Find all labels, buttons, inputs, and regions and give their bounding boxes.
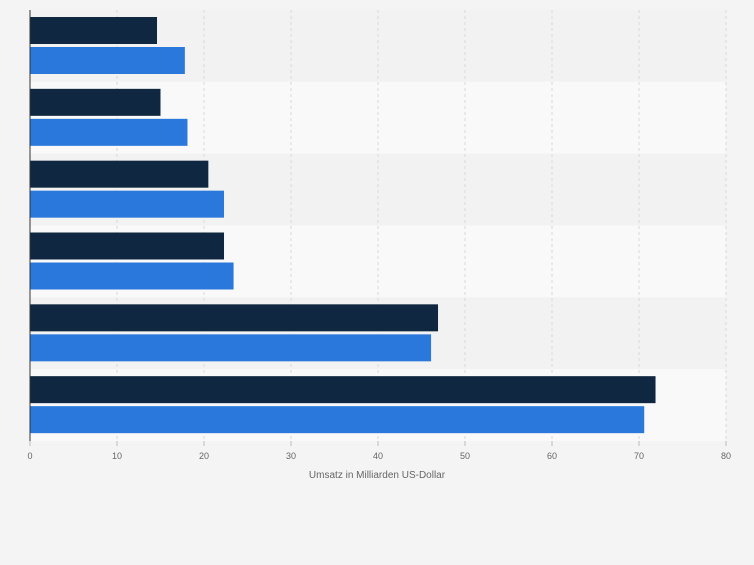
- bar-series-2: [30, 262, 234, 290]
- x-tick-label: 30: [286, 451, 296, 461]
- bars: [30, 17, 656, 434]
- x-axis-ticks: 0 10 20 30 40 50 60 70 80: [27, 441, 731, 461]
- x-tick-label: 10: [112, 451, 122, 461]
- bar-series-2: [30, 118, 188, 146]
- bar-series-1: [30, 160, 209, 188]
- bar-series-2: [30, 190, 225, 218]
- x-tick-label: 0: [27, 451, 32, 461]
- x-tick-label: 40: [373, 451, 383, 461]
- x-tick-label: 50: [460, 451, 470, 461]
- x-axis-label: Umsatz in Milliarden US-Dollar: [309, 470, 446, 481]
- bar-series-1: [30, 17, 158, 44]
- x-tick-label: 80: [721, 451, 731, 461]
- bar-series-1: [30, 88, 161, 116]
- x-tick-label: 60: [547, 451, 557, 461]
- x-tick-label: 20: [199, 451, 209, 461]
- bar-series-1: [30, 232, 225, 260]
- x-tick-label: 70: [634, 451, 644, 461]
- bar-series-1: [30, 304, 439, 332]
- bar-series-2: [30, 334, 432, 362]
- bar-series-1: [30, 376, 656, 404]
- bar-series-2: [30, 406, 645, 434]
- bar-series-2: [30, 47, 185, 74]
